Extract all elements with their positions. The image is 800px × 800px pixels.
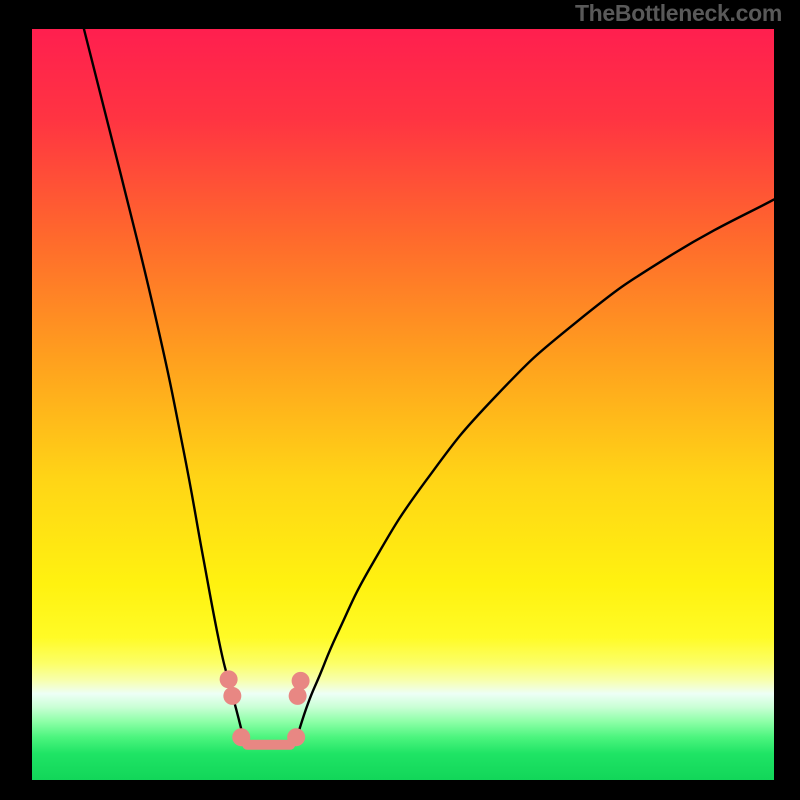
marker-right-dot-1: [292, 672, 310, 690]
marker-left-dot-0: [220, 670, 238, 688]
bottleneck-curve: [32, 29, 774, 780]
marker-right-dot-0: [289, 687, 307, 705]
marker-bottom-dot-1: [287, 728, 305, 746]
curve-right-branch: [298, 199, 774, 734]
chart-plot-area: [32, 29, 774, 780]
attribution-text: TheBottleneck.com: [575, 0, 782, 27]
marker-left-dot-1: [223, 687, 241, 705]
curve-left-branch: [84, 29, 243, 735]
marker-bottom-dot-0: [232, 728, 250, 746]
